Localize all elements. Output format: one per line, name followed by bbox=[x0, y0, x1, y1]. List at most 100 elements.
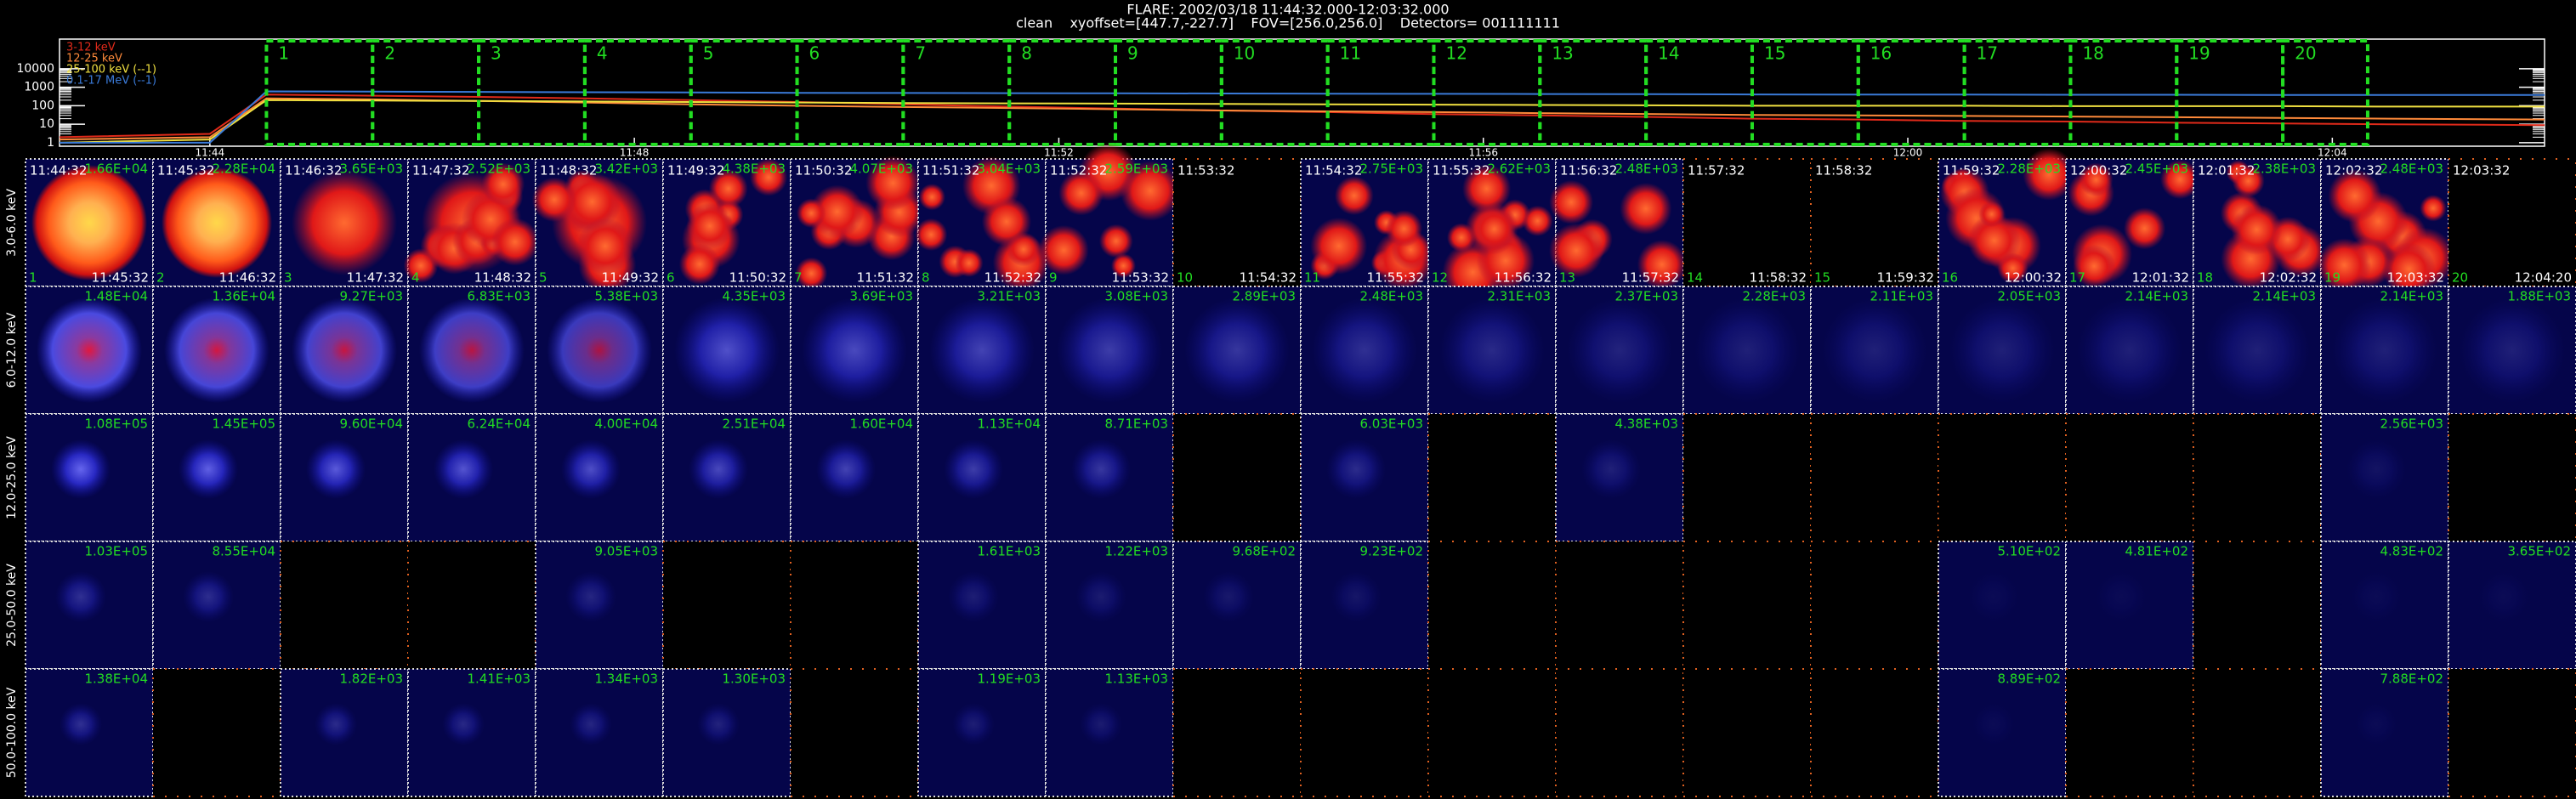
cell-index: 2 bbox=[156, 270, 165, 286]
cell-index: 19 bbox=[2324, 270, 2341, 286]
image-cell: 1.13E+04 bbox=[917, 413, 1047, 542]
cell-index: 12 bbox=[1432, 270, 1448, 286]
y-tick-label: 10000 bbox=[16, 62, 54, 76]
peak-label: 9.68E+02 bbox=[1232, 544, 1296, 559]
source-patch bbox=[1058, 170, 1104, 216]
source-patch bbox=[981, 196, 1032, 246]
peak-label: 9.05E+03 bbox=[594, 544, 658, 559]
source-blob bbox=[442, 703, 485, 745]
peak-label: 2.14E+03 bbox=[2252, 289, 2316, 304]
cell-background bbox=[1427, 668, 1557, 797]
image-cell bbox=[1810, 413, 1939, 542]
row-label: 3.0-6.0 keV bbox=[5, 189, 19, 257]
image-cell: 2.14E+03 bbox=[2065, 286, 2194, 415]
cell-index: 17 bbox=[2069, 270, 2085, 286]
peak-label: 7.88E+02 bbox=[2380, 672, 2443, 687]
cell-background bbox=[790, 668, 919, 797]
source-blob bbox=[1968, 571, 2019, 622]
cell-index: 18 bbox=[2197, 270, 2213, 286]
image-cell: 1.03E+05 bbox=[25, 541, 154, 670]
source-blob bbox=[2460, 298, 2565, 403]
image-cell bbox=[1172, 668, 1302, 797]
peak-label: 1.38E+04 bbox=[84, 672, 148, 687]
cell-background bbox=[2065, 668, 2194, 797]
x-tick-label: 12:00 bbox=[1893, 147, 1923, 159]
end-time: 11:54:32 bbox=[1240, 270, 1297, 286]
source-blob bbox=[55, 571, 106, 622]
peak-label: 2.38E+03 bbox=[2252, 162, 2316, 177]
peak-label: 1.41E+03 bbox=[467, 672, 531, 687]
source-patch bbox=[2231, 204, 2283, 255]
cell-index: 3 bbox=[284, 270, 292, 286]
peak-label: 4.35E+03 bbox=[722, 289, 786, 304]
peak-label: 2.05E+03 bbox=[1997, 289, 2061, 304]
image-cell: 9.05E+03 bbox=[535, 541, 664, 670]
peak-label: 9.60E+04 bbox=[339, 416, 403, 432]
image-cell: 1.88E+03 bbox=[2448, 286, 2576, 415]
source-patch bbox=[1637, 240, 1687, 290]
source-blob bbox=[1203, 571, 1254, 622]
source-blob bbox=[2346, 439, 2406, 499]
peak-label: 2.14E+03 bbox=[2125, 289, 2188, 304]
image-cell bbox=[2193, 541, 2322, 670]
source-patch bbox=[2382, 242, 2436, 296]
source-patch bbox=[1620, 182, 1672, 235]
source-patch bbox=[2232, 164, 2265, 198]
image-cell bbox=[1810, 541, 1939, 670]
cell-background bbox=[790, 541, 919, 670]
peak-label: 8.89E+02 bbox=[1997, 672, 2061, 687]
legend-entry: 0.1-17 MeV (--1) bbox=[66, 75, 156, 88]
source-blob bbox=[2351, 571, 2402, 622]
cell-index: 10 bbox=[1177, 270, 1193, 286]
image-cell: 2.56E+03 bbox=[2320, 413, 2449, 542]
x-tick-label: 12:04 bbox=[2318, 147, 2347, 159]
image-cell bbox=[1682, 668, 1812, 797]
peak-label: 5.38E+03 bbox=[594, 289, 658, 304]
cell-index: 8 bbox=[922, 270, 930, 286]
cell-background bbox=[152, 668, 281, 797]
image-cell: 3.69E+03 bbox=[790, 286, 919, 415]
start-time: 11:51:32 bbox=[922, 163, 979, 178]
image-cell: 1.13E+03 bbox=[1045, 668, 1174, 797]
image-cell: 1.45E+05 bbox=[152, 413, 281, 542]
image-cell: 2.48E+03 bbox=[1300, 286, 1429, 415]
image-cell: 1.61E+03 bbox=[917, 541, 1047, 670]
start-time: 11:57:32 bbox=[1688, 163, 1745, 178]
image-cell: 2.51E+04 bbox=[662, 413, 792, 542]
image-cell bbox=[1427, 668, 1557, 797]
source-patch bbox=[1120, 161, 1181, 221]
cell-background bbox=[407, 541, 536, 670]
image-cell: 4.81E+02 bbox=[2065, 541, 2194, 670]
image-cell bbox=[280, 541, 409, 670]
cell-index: 9 bbox=[1049, 270, 1058, 286]
peak-label: 4.38E+03 bbox=[722, 162, 786, 177]
source-blob bbox=[1057, 298, 1162, 403]
peak-label: 2.28E+03 bbox=[1742, 289, 1806, 304]
x-tick-label: 11:52 bbox=[1044, 147, 1074, 159]
start-time: 11:47:32 bbox=[412, 163, 469, 178]
image-cell bbox=[2065, 668, 2194, 797]
source-patch bbox=[678, 243, 721, 285]
cell-background bbox=[1810, 541, 1939, 670]
peak-label: 3.04E+03 bbox=[977, 162, 1041, 177]
start-time: 11:45:32 bbox=[157, 163, 214, 178]
peak-label: 4.00E+04 bbox=[594, 416, 658, 432]
image-cell bbox=[1555, 541, 1684, 670]
image-cell bbox=[1682, 413, 1812, 542]
image-cell: 1.30E+03 bbox=[662, 668, 792, 797]
image-cell bbox=[2448, 668, 2576, 797]
start-time: 11:46:32 bbox=[285, 163, 342, 178]
cell-background bbox=[1427, 541, 1557, 670]
cell-background bbox=[1810, 413, 1939, 542]
source-patch bbox=[576, 218, 634, 275]
cell-background bbox=[1682, 668, 1812, 797]
image-cell bbox=[790, 541, 919, 670]
source-blob bbox=[1071, 439, 1131, 499]
image-cell bbox=[1172, 413, 1302, 542]
header-subtitle: clean xyoffset=[447.7,-227.7] FOV=[256.0… bbox=[1016, 15, 1560, 31]
image-cell: 2.05E+03 bbox=[1938, 286, 2067, 415]
